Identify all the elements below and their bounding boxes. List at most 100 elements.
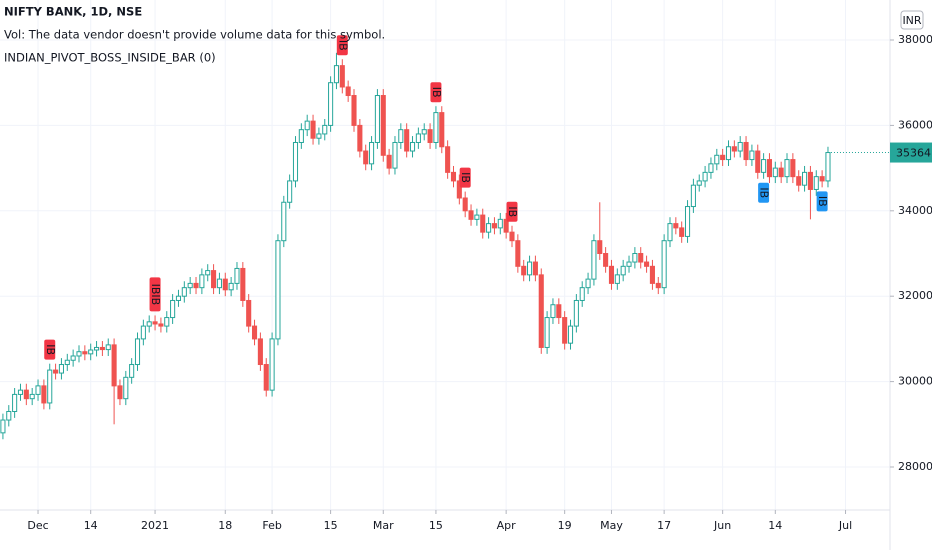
- candle-body: [304, 120, 310, 131]
- candle-body: [521, 265, 527, 276]
- candle-body: [105, 344, 111, 351]
- candle-body: [573, 299, 579, 327]
- candle-body: [790, 159, 796, 178]
- candle-body: [591, 240, 597, 280]
- currency-box[interactable]: [900, 10, 924, 30]
- candle-body: [661, 240, 667, 289]
- candle-body: [731, 146, 737, 152]
- candle-body: [714, 154, 720, 165]
- x-tick-label: 2021: [141, 519, 169, 532]
- last-price-box: [890, 142, 932, 163]
- candle-body: [363, 150, 369, 165]
- candle-body: [725, 146, 732, 161]
- ib-marker: [336, 35, 348, 56]
- candle-body: [240, 267, 246, 301]
- candle-body: [328, 82, 334, 126]
- candle-body: [813, 176, 819, 190]
- candle-body: [509, 231, 515, 242]
- candle-body: [398, 129, 404, 143]
- candle-body: [17, 389, 24, 395]
- candle-body: [409, 141, 416, 152]
- candle-body: [175, 295, 182, 301]
- candle-body: [626, 261, 632, 267]
- candle-body: [544, 317, 550, 348]
- candle-body: [351, 95, 357, 126]
- candle-body: [263, 364, 269, 391]
- candle-body: [234, 267, 240, 284]
- ib-marker: [758, 182, 770, 203]
- candle-body: [275, 240, 281, 340]
- candle-body: [310, 120, 316, 139]
- candle-body: [486, 223, 492, 233]
- candle-body: [269, 338, 275, 391]
- x-tick-label: Feb: [262, 519, 281, 532]
- candle-body: [696, 180, 702, 186]
- x-tick-label: Jul: [838, 519, 852, 532]
- candle-body: [667, 223, 673, 242]
- candle-body: [597, 240, 603, 255]
- y-tick-label: 32000.00: [898, 289, 932, 302]
- candle-body: [76, 351, 82, 357]
- candle-body: [339, 65, 345, 88]
- candle-body: [146, 321, 152, 327]
- candle-body: [427, 129, 433, 143]
- ib-marker: [430, 82, 442, 103]
- candle-body: [532, 261, 538, 276]
- y-tick-label: 36000.00: [898, 118, 932, 131]
- candle-body: [737, 141, 743, 152]
- candle-body: [41, 385, 47, 404]
- candle-body: [111, 344, 117, 387]
- candle-body: [761, 159, 767, 173]
- grid: [0, 0, 890, 510]
- candle-body: [556, 304, 562, 319]
- candle-body: [181, 287, 187, 297]
- ib-marker-label: IB: [506, 206, 519, 217]
- candle-body: [94, 346, 100, 351]
- candle-body: [187, 282, 193, 289]
- chart-title: NIFTY BANK, 1D, NSE: [4, 5, 142, 19]
- x-tick-label: May: [600, 519, 623, 532]
- y-tick-label: 38000.00: [898, 33, 932, 46]
- candle-body: [0, 419, 6, 434]
- currency[interactable]: INR: [902, 14, 921, 27]
- last-price-label: 35364.65: [896, 147, 932, 160]
- candle-body: [333, 65, 340, 84]
- candle-body: [567, 325, 574, 344]
- candle-body: [480, 214, 486, 233]
- candle-body: [766, 159, 773, 178]
- x-tick-label: 14: [84, 519, 98, 532]
- candle-body: [129, 364, 135, 378]
- candle-body: [497, 218, 503, 229]
- x-tick-label: 19: [558, 519, 572, 532]
- candle-body: [474, 214, 480, 220]
- candle-body: [205, 270, 211, 276]
- x-tick-label: 15: [324, 519, 338, 532]
- candle-body: [614, 274, 620, 284]
- candle-body: [374, 95, 380, 143]
- candle-body: [456, 180, 462, 199]
- candle-body: [772, 167, 778, 178]
- candle-body: [47, 369, 53, 404]
- candle-body: [562, 317, 568, 344]
- candle-body: [778, 167, 784, 178]
- candle-body: [807, 171, 813, 190]
- candle-body: [550, 304, 556, 319]
- candle-body: [29, 393, 35, 400]
- x-tick-label: 15: [429, 519, 443, 532]
- candle-body: [503, 218, 509, 233]
- candle-body: [538, 274, 544, 348]
- x-tick-label: Mar: [373, 519, 394, 532]
- candle-body: [784, 159, 790, 178]
- candle-body: [193, 282, 199, 289]
- candle-body: [404, 129, 410, 152]
- candle-body: [796, 176, 802, 186]
- candle-body: [655, 282, 661, 289]
- ib-marker: [459, 167, 471, 188]
- candle-body: [825, 152, 831, 182]
- candle-body: [58, 364, 64, 374]
- candle-body: [684, 206, 691, 237]
- candle-body: [88, 349, 94, 355]
- candle-body: [152, 321, 158, 325]
